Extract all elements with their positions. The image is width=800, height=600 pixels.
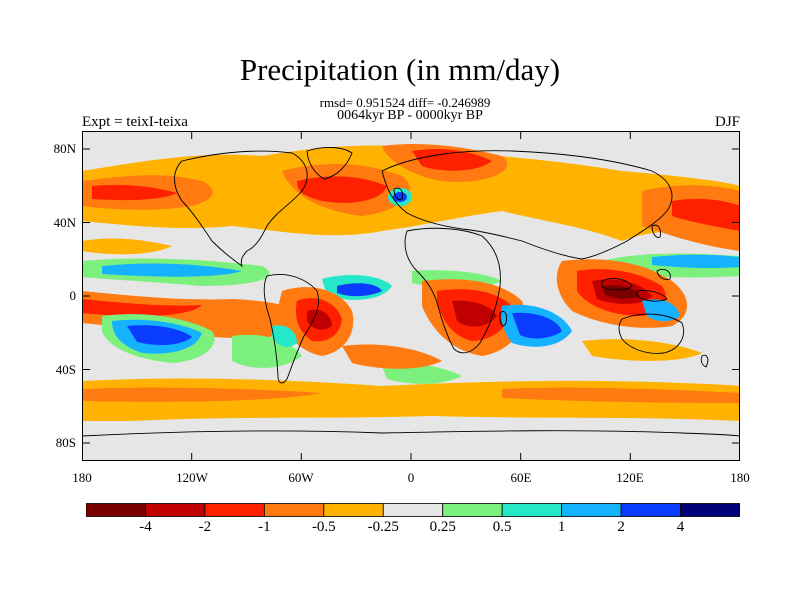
eurasia-outline — [381, 150, 673, 260]
colorbar-label: -1 — [258, 519, 271, 535]
south-america-outline — [263, 274, 319, 384]
lon-label-180w: 180 — [72, 470, 92, 485]
colorbar-label: -0.5 — [311, 519, 336, 535]
uk-outline — [393, 187, 403, 200]
colorbar-label: 0.5 — [492, 519, 512, 535]
lat-label-0: 0 — [69, 288, 77, 303]
lon-label-0: 0 — [407, 470, 415, 485]
colorbar-box — [382, 503, 444, 517]
precipitation-map — [82, 131, 740, 461]
season-label: DJF — [714, 114, 740, 130]
north-america-outline — [174, 150, 308, 268]
colorbar-label: 1 — [557, 519, 566, 535]
southern-positive-patches — [102, 299, 680, 384]
lat-ticks — [82, 148, 740, 444]
africa-outline — [404, 227, 501, 354]
colorbar-box — [620, 503, 681, 517]
australia-outline — [618, 313, 684, 354]
period-line: 0064kyr BP - 0000kyr BP — [337, 108, 483, 123]
colorbar-box — [561, 503, 622, 517]
experiment-label: Expt = teixI-teixa — [82, 114, 188, 130]
northern-negative-field — [82, 144, 740, 255]
colorbar-box — [323, 503, 384, 517]
lat-label-40n: 40N — [53, 215, 76, 230]
lon-label-120e: 120E — [616, 470, 644, 485]
lon-ticks — [191, 131, 631, 461]
colorbar-box — [263, 503, 325, 517]
antarctica-outline — [82, 430, 740, 437]
plot-title: Precipitation (in mm/day) — [239, 52, 561, 87]
colorbar-label: 4 — [676, 519, 685, 535]
lat-label-80n: 80N — [53, 141, 76, 156]
colorbar-label: -0.25 — [367, 519, 399, 535]
lat-label-80s: 80S — [55, 435, 76, 450]
north-atlantic-positive-spot — [388, 188, 412, 206]
continent-outlines — [82, 147, 740, 437]
colorbar-label: -4 — [139, 519, 152, 535]
colorbar-box — [501, 503, 563, 517]
southern-ocean-negative-band — [82, 339, 740, 421]
colorbar-box — [680, 503, 740, 517]
colorbar-box — [204, 503, 265, 517]
lat-label-40s: 40S — [55, 362, 76, 377]
maritime-continent-outline — [601, 268, 671, 302]
lon-label-60e: 60E — [510, 470, 532, 485]
stats-line: rmsd= 0.951524 diff= -0.246989 — [319, 95, 491, 110]
madagascar-outline — [499, 311, 507, 327]
greenland-outline — [306, 147, 353, 180]
colorbar-label: 0.25 — [429, 519, 456, 535]
japan-outline — [651, 224, 661, 238]
colorbar-label: -2 — [198, 519, 212, 535]
lon-label-180e: 180 — [730, 470, 750, 485]
lon-label-120w: 120W — [176, 470, 208, 485]
colorbar — [86, 503, 740, 517]
colorbar-box — [442, 503, 503, 517]
colorbar-box — [145, 503, 206, 517]
lon-label-60w: 60W — [288, 470, 314, 485]
new-zealand-outline — [700, 354, 709, 368]
colorbar-label: 2 — [617, 519, 625, 535]
colorbar-box — [86, 503, 146, 517]
